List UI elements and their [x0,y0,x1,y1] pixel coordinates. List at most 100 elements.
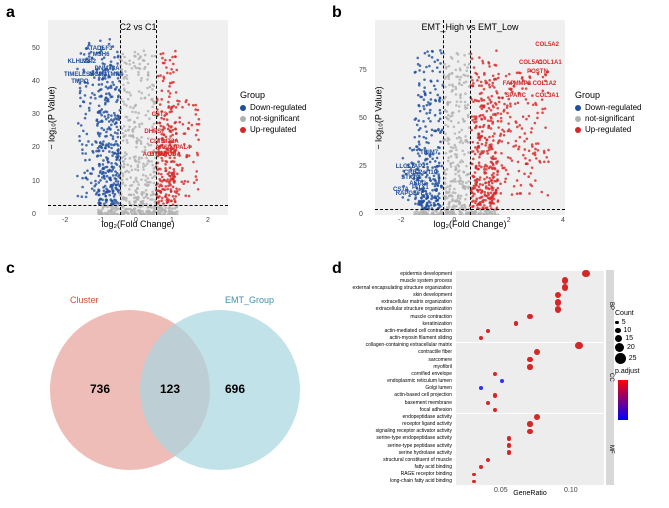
go-dot [479,465,483,469]
go-dot [527,429,533,435]
go-term-label: muscle system process [400,278,452,284]
legend-up: Up-regulated [250,125,296,134]
gene-label: COL5A2 [535,42,559,48]
gene-label: TMPO [71,79,88,85]
volcano-b-plot: EMT_High vs EMT_Low log₂(Fold Change) − … [375,20,565,215]
panel-label-b: b [332,4,342,22]
go-section-label: BP [606,270,614,342]
go-dot [486,458,490,462]
panel-label-d: d [332,260,342,278]
panel-label-a: a [6,4,15,22]
go-padjust-title: p.adjust [615,368,640,375]
gene-label: SPARC [505,93,526,99]
venn-left-label: Cluster [70,295,99,305]
gene-label: COL1A2 [533,81,557,87]
go-term-label: basement membrane [405,400,452,406]
volcano-a-plot: C2 vs C1 log₂(Fold Change) − log₁₀(P Val… [48,20,228,215]
gene-label: DHRS7 [144,129,164,135]
venn-left-count: 736 [90,382,110,396]
venn-right-count: 696 [225,382,245,396]
go-term-label: muscle contraction [410,314,452,320]
venn-intersection-count: 123 [160,382,180,396]
gene-label: COL1A1 [538,60,562,66]
legend-up-b: Up-regulated [585,125,631,134]
go-term-label: Golgi lumen [425,385,452,391]
go-term-label: signaling receptor activator activity [376,428,452,434]
legend-down: Down-regulated [250,103,306,112]
go-term-label: keratinization [423,321,452,327]
legend-dot-down [240,105,246,111]
go-dot [582,270,590,278]
legend-dot-down-b [575,105,581,111]
go-dot [575,342,582,349]
go-term-label: long-chain fatty acid binding [390,478,452,484]
go-padjust-gradient [618,380,628,420]
go-section-label: CC [606,342,614,414]
go-dotplot: GeneRatio BPepidermis developmentmuscle … [456,270,604,485]
go-term-label: epidermis development [400,271,452,277]
venn-right-label: EMT_Group [225,295,274,305]
legend-dot-nonsig [240,116,246,122]
gene-label: POSTN [527,69,548,75]
go-term-label: fatty acid binding [414,464,452,470]
volcano-b-xlabel: log₂(Fold Change) [433,219,506,229]
go-section-label: MF [606,413,614,485]
gene-label: COL3A1 [535,93,559,99]
go-xlabel: GeneRatio [513,490,546,497]
go-term-label: sarcomere [428,357,452,363]
go-term-label: serine hydrolase activity [399,450,452,456]
gene-label: RAPGEFL1 [396,191,428,197]
volcano-a-legend: Group Down-regulated not-significant Up-… [240,90,306,136]
gene-label: DNMT3A [95,66,120,72]
legend-dot-up-b [575,127,581,133]
gene-label: MTMR4 [102,72,123,78]
legend-dot-nonsig-b [575,116,581,122]
go-term-label: structural constituent of muscle [383,457,452,463]
go-dot [493,393,497,397]
go-dot [486,329,490,333]
gene-label: MSI2 [82,59,96,65]
go-term-label: contractile fiber [418,349,452,355]
go-term-label: endopeptidase activity [403,414,452,420]
go-dot [486,401,490,405]
go-term-label: external encapsulating structure organiz… [352,285,452,291]
gene-label: MMP2 [514,81,531,87]
legend-dot-up [240,127,246,133]
go-dot [527,314,533,320]
go-term-label: skin development [413,292,452,298]
go-count-legend: Count 510152025 [615,310,637,365]
go-term-label: endoplasmic reticulum lumen [387,378,452,384]
go-term-label: RAGE receptor binding [401,471,452,477]
venn-diagram: Cluster EMT_Group 736 123 696 [30,280,310,490]
gene-label: CDA [168,152,181,158]
go-term-label: collagen-containing extracellular matrix [366,342,452,348]
gene-label: CST3 [152,112,167,118]
legend-nonsig: not-significant [250,114,299,123]
legend-down-b: Down-regulated [585,103,641,112]
go-dot [534,414,540,420]
go-dot [527,421,533,427]
legend-title: Group [240,90,306,100]
go-term-label: receptor ligand activity [402,421,452,427]
gene-label: NIPAL4 [170,145,191,151]
go-dot [472,473,475,476]
go-dot [472,480,475,483]
go-term-label: serine-type endopeptidase activity [376,435,452,441]
go-term-label: actin-myosin filament sliding [389,335,452,341]
go-term-label: myofibril [433,364,452,370]
go-dot [479,336,483,340]
go-dot [527,364,533,370]
go-term-label: serine-type peptidase activity [388,443,452,449]
gene-label: MT2A [162,139,178,145]
volcano-b-legend: Group Down-regulated not-significant Up-… [575,90,641,136]
go-dot [507,436,512,441]
legend-title-b: Group [575,90,641,100]
go-term-label: actin-mediated cell contraction [384,328,452,334]
go-term-label: focal adhesion [420,407,452,413]
go-dot [493,408,497,412]
go-dot [479,386,483,390]
go-term-label: cornified envelope [411,371,452,377]
go-dot [527,357,533,363]
volcano-a-xlabel: log₂(Fold Change) [101,219,174,229]
panel-label-c: c [6,260,15,278]
